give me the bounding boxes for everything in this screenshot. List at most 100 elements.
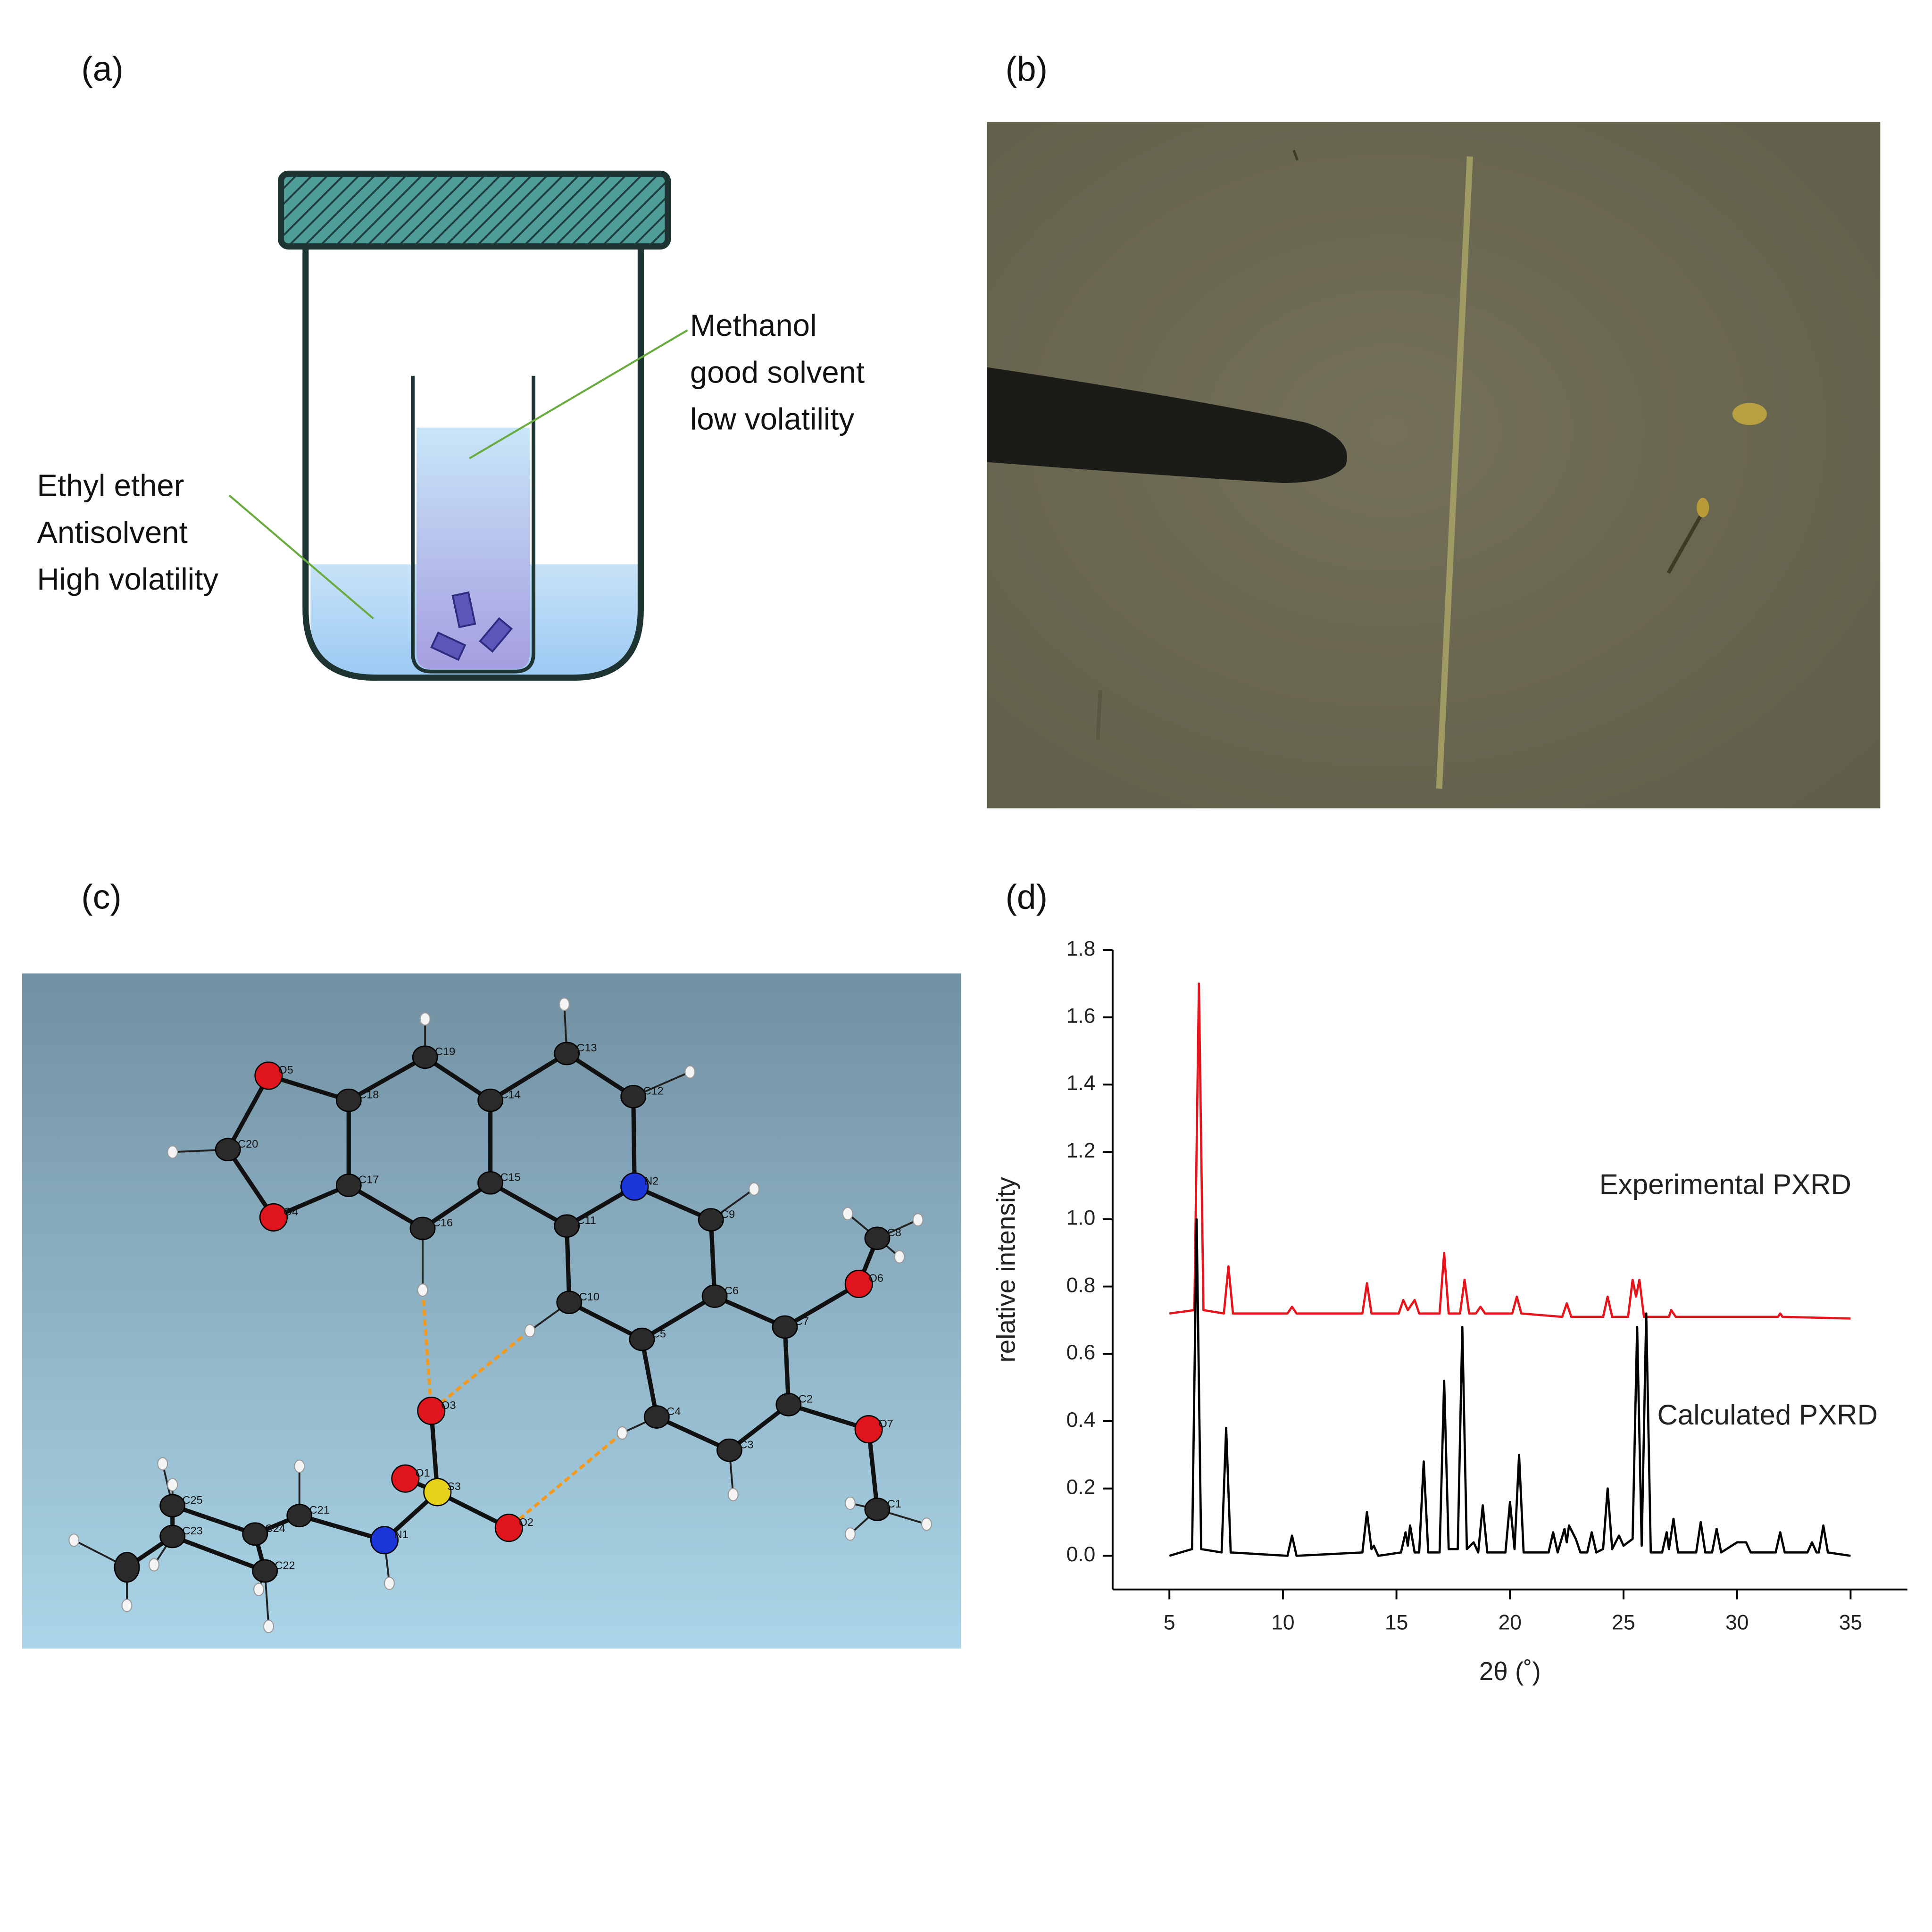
atom-label: C15: [500, 1171, 521, 1183]
hydrogen-atom: [294, 1459, 305, 1473]
hydrogen-atom: [253, 1582, 265, 1596]
hydrogen-atom: [749, 1182, 760, 1196]
atom: [335, 1174, 362, 1197]
atom-label: N1: [394, 1528, 408, 1541]
antisolvent-label: Ethyl ether: [37, 468, 184, 503]
leader-line: [469, 329, 688, 459]
hydrogen-atom: [149, 1558, 160, 1572]
x-tick-label: 15: [1385, 1611, 1408, 1634]
atom: [556, 1291, 583, 1314]
crystal: [430, 631, 466, 661]
atom-label: O5: [278, 1064, 293, 1076]
vial-diagram: Methanol good solvent low volatility Eth…: [37, 170, 865, 681]
atom-label: C23: [183, 1524, 203, 1537]
atom-label: C9: [721, 1208, 735, 1220]
antisolvent-label: High volatility: [37, 562, 218, 596]
atom: [423, 1478, 452, 1507]
atom: [242, 1522, 268, 1546]
solvent-label: Methanol: [690, 308, 817, 342]
atom-label: C4: [666, 1405, 681, 1417]
hydrogen-bond: [508, 1432, 624, 1529]
debris: [1697, 498, 1709, 518]
bond: [172, 1534, 266, 1573]
atom: [254, 1061, 283, 1090]
antisolvent-label: Antisolvent: [37, 515, 187, 550]
x-tick-label: 30: [1725, 1611, 1749, 1634]
crystal-rod: [1436, 156, 1473, 789]
hydrogen-atom: [558, 997, 570, 1011]
hydrogen-atom: [921, 1517, 932, 1531]
structure-background: [22, 973, 961, 1649]
crystal: [479, 617, 513, 653]
needle-tip: [987, 367, 1348, 483]
bond: [489, 1051, 568, 1102]
hydrogen-atom: [616, 1426, 628, 1440]
atom: [772, 1315, 798, 1339]
y-tick-label: 0.6: [1066, 1341, 1096, 1364]
hydrogen-atom: [844, 1527, 856, 1541]
hydrogen-atom: [121, 1599, 133, 1612]
atom: [409, 1216, 436, 1241]
atom-label: C1: [887, 1498, 901, 1510]
hydrogen-atom: [844, 1496, 856, 1510]
hydrogen-atom: [419, 1012, 431, 1026]
atom-label: C8: [887, 1226, 901, 1239]
bond: [568, 1300, 643, 1341]
hydrogen-atom: [68, 1533, 80, 1547]
x-tick-label: 20: [1499, 1611, 1522, 1634]
atom-label: C22: [275, 1559, 295, 1571]
y-tick-label: 1.4: [1066, 1072, 1096, 1095]
bond: [656, 1415, 731, 1452]
bond: [783, 1327, 791, 1405]
bond: [708, 1219, 717, 1297]
solvent-label: low volatility: [690, 402, 855, 436]
vial-body: [302, 246, 644, 681]
hydrogen-atom: [167, 1145, 178, 1159]
atom: [477, 1088, 504, 1112]
atom-label: O2: [519, 1516, 533, 1528]
bond: [714, 1294, 786, 1329]
molecular-structure: O5 C19 C13 C18 C14 C12 C20 N2 C17 C15 O4 C16 C11 C9 C8…: [68, 997, 932, 1633]
x-axis-label: 2θ (˚): [1479, 1657, 1541, 1686]
atom: [698, 1208, 724, 1232]
atom: [701, 1284, 728, 1308]
x-tick-label: 25: [1612, 1611, 1635, 1634]
leader-line: [228, 494, 374, 619]
atom: [259, 1203, 288, 1232]
atom-label: O6: [869, 1272, 883, 1284]
atom: [215, 1138, 241, 1162]
series-line: [1169, 983, 1851, 1320]
micrograph: [987, 122, 1881, 808]
hydrogen-atom: [842, 1207, 853, 1221]
y-tick-label: 1.0: [1066, 1207, 1096, 1230]
hydrogen-atom: [912, 1213, 924, 1227]
bond: [172, 1503, 256, 1536]
atom: [643, 1405, 670, 1429]
bond: [565, 1226, 572, 1303]
legend-label: Calculated PXRD: [1657, 1399, 1877, 1431]
atom-label: C11: [577, 1214, 596, 1226]
solvent-label: good solvent: [690, 355, 865, 389]
atom-label: C3: [739, 1438, 753, 1450]
atom-label: C20: [238, 1138, 258, 1150]
atom: [417, 1396, 446, 1425]
bond: [348, 1055, 426, 1102]
atom: [775, 1393, 802, 1416]
atom-label: O1: [415, 1466, 430, 1479]
hydrogen-atom: [524, 1324, 535, 1338]
debris: [1292, 150, 1299, 161]
crystal: [451, 591, 476, 628]
y-axis-label: relative intensity: [991, 1177, 1020, 1363]
bond: [299, 1513, 385, 1542]
atom-label: C7: [795, 1315, 809, 1327]
atom: [854, 1415, 883, 1444]
bond: [566, 1051, 635, 1099]
bond: [641, 1294, 716, 1341]
atom: [620, 1172, 649, 1201]
y-tick-label: 0.4: [1066, 1408, 1096, 1432]
y-tick-label: 0.2: [1066, 1475, 1096, 1499]
atom: [716, 1438, 742, 1462]
atom: [844, 1269, 873, 1298]
atom-label: C2: [799, 1393, 813, 1405]
